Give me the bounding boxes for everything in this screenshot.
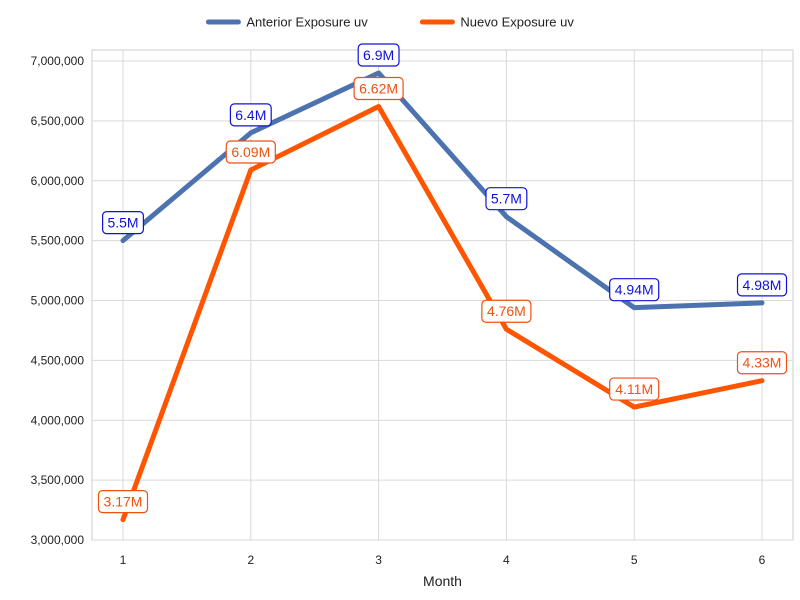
y-tick-label: 5,000,000: [31, 294, 85, 308]
x-axis-ticks: 1 2 3 4 5 6: [120, 553, 766, 567]
data-label-series-1: 6.4M: [229, 103, 272, 127]
legend-item-1: Anterior Exposure uv: [205, 15, 368, 30]
data-label-box: [485, 187, 528, 211]
data-label-text: 4.11M: [615, 381, 653, 397]
legend-label: Nuevo Exposure uv: [460, 15, 574, 30]
data-label-text: 4.94M: [615, 282, 654, 298]
x-axis-title: Month: [423, 573, 462, 589]
x-tick-label: 4: [503, 553, 510, 567]
y-tick-label: 7,000,000: [31, 54, 85, 68]
data-label-box: [609, 377, 660, 401]
data-label-box: [97, 490, 149, 514]
data-label-text: 6.9M: [363, 47, 394, 63]
data-label-series-2: 6.62M: [353, 76, 404, 101]
data-label-series-2: 3.17M: [97, 490, 149, 514]
data-label-series-2: 6.09M: [225, 140, 276, 164]
y-tick-label: 4,000,000: [31, 413, 85, 427]
plot-area: [91, 49, 794, 541]
data-label-series-1: 5.7M: [485, 187, 528, 211]
data-label-box: [481, 299, 532, 323]
data-label-text: 4.98M: [743, 277, 782, 293]
data-label-text: 5.5M: [107, 215, 138, 231]
data-label-series-1: 5.5M: [101, 211, 144, 235]
x-tick-label: 6: [759, 553, 766, 567]
data-label-text: 6.4M: [235, 107, 266, 123]
x-tick-label: 5: [631, 553, 638, 567]
x-tick-label: 2: [247, 553, 254, 567]
data-label-text: 5.7M: [491, 191, 522, 207]
data-label-series-1: 4.94M: [609, 278, 660, 302]
data-label-text: 6.09M: [231, 144, 270, 160]
y-axis-ticks: 3,000,000 3,500,000 4,000,000 4,500,000 5,00…: [31, 54, 85, 547]
data-label-series-1: 4.98M: [736, 273, 788, 297]
data-label-box: [736, 273, 788, 297]
data-label-box: [609, 278, 660, 302]
data-label-box: [357, 43, 400, 67]
data-label-series-2: 4.11M: [609, 377, 660, 401]
data-label-text: 3.17M: [104, 494, 143, 510]
x-tick-label: 3: [375, 553, 382, 567]
legend-item-2: Nuevo Exposure uv: [419, 15, 574, 30]
data-label-text: 6.62M: [359, 81, 398, 97]
data-label-box: [225, 140, 276, 164]
y-tick-label: 4,500,000: [31, 353, 85, 367]
data-label-text: 4.76M: [487, 303, 526, 319]
y-tick-label: 6,000,000: [31, 174, 85, 188]
data-label-series-2: 4.33M: [736, 351, 788, 375]
data-label-series-2: 4.76M: [481, 299, 532, 323]
y-tick-label: 3,000,000: [31, 533, 85, 547]
data-label-box: [229, 103, 272, 127]
legend: Anterior Exposure uv Nuevo Exposure uv: [205, 15, 574, 30]
data-labels: 5.5M 6.4M 6.9M 5.7M 4.94M 4.98M 3.17M 6.09M 6.62…: [97, 43, 788, 514]
y-tick-label: 6,500,000: [31, 114, 85, 128]
y-tick-label: 5,500,000: [31, 234, 85, 248]
data-label-box: [101, 211, 144, 235]
data-label-box: [353, 76, 404, 101]
data-label-series-1: 6.9M: [357, 43, 400, 67]
legend-label: Anterior Exposure uv: [246, 15, 368, 30]
series-line-2: [120, 104, 765, 523]
data-label-box: [736, 351, 788, 375]
x-tick-label: 1: [120, 553, 127, 567]
data-label-text: 4.33M: [743, 355, 782, 371]
y-tick-label: 3,500,000: [31, 473, 85, 487]
